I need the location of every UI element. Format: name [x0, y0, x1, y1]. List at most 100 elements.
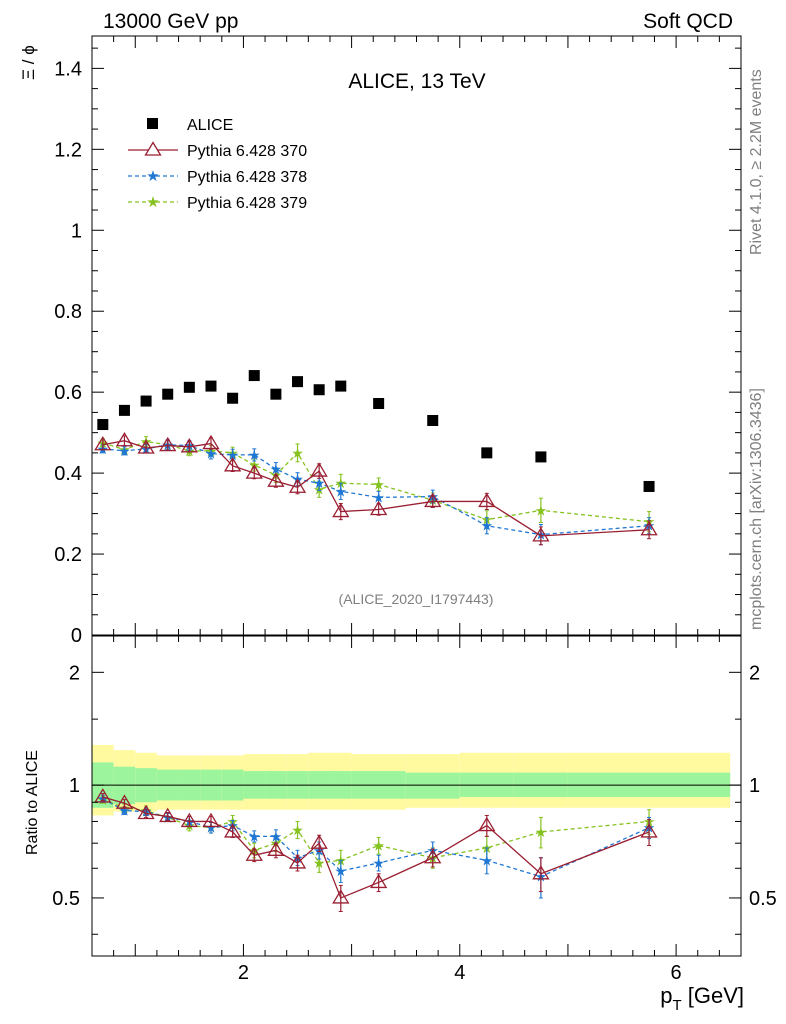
legend-label-alice: ALICE [187, 117, 233, 134]
alice-data-point [373, 397, 385, 409]
top-y-tick-label: 0 [71, 625, 82, 647]
point-marker-378: ★ [372, 855, 385, 871]
bottom-y-axis-label: Ratio to ALICE [24, 750, 41, 855]
point-marker-370 [137, 439, 155, 454]
x-axis-label: pT [GeV] [660, 983, 744, 1014]
bottom-y-tick-label-left: 1 [69, 775, 80, 797]
top-y-tick-label: 1 [71, 220, 82, 242]
point-marker-370 [267, 472, 285, 487]
alice-data-point [97, 419, 109, 431]
point-marker-378: ★ [481, 518, 494, 534]
legend-marker-alice [147, 118, 158, 129]
point-marker-379: ★ [291, 445, 304, 461]
point-marker-378: ★ [205, 446, 218, 462]
category-title: Soft QCD [643, 10, 733, 33]
alice-data-point [162, 388, 174, 400]
point-marker-378: ★ [335, 483, 348, 499]
bottom-y-tick-label-right: 2 [749, 662, 760, 684]
point-marker-370 [180, 812, 198, 828]
point-marker-370 [159, 436, 177, 452]
point-marker-378: ★ [313, 475, 326, 491]
alice-data-point [481, 447, 493, 459]
point-marker-370 [310, 834, 328, 849]
point-marker-370 [532, 527, 550, 542]
top-y-tick-label: 0.6 [54, 382, 82, 404]
point-marker-378: ★ [372, 489, 385, 505]
point-marker-379: ★ [372, 838, 385, 854]
point-marker-379: ★ [372, 476, 385, 492]
point-marker-370 [424, 849, 442, 864]
alice-data-point [140, 395, 152, 407]
x-tick-label: 6 [671, 962, 682, 984]
point-marker-370 [478, 492, 496, 508]
legend: ALICE Pythia 6.428 370 ★ Pythia 6.428 37… [128, 117, 307, 212]
data-layer: ★ ★★ ★ ★ ★★★★ ★★★★★★ ★ ★ ★ ★★ ★ ★★★ ★★ ★ ★★★★★★ ★ ★★ ★ ★★★… [94, 370, 658, 913]
point-marker-379: ★ [313, 855, 326, 871]
bottom-y-tick-label-right: 1 [749, 775, 760, 797]
alice-data-point [248, 370, 260, 382]
bottom-y-tick-label-left: 2 [69, 662, 80, 684]
legend-marker-379: ★ [146, 194, 159, 211]
bottom-y-tick-label-right: 0.5 [749, 888, 777, 910]
top-y-axis-label: Ξ / ϕ [19, 45, 38, 80]
point-marker-378: ★ [270, 461, 283, 477]
point-marker-370 [115, 431, 134, 447]
point-marker-370 [288, 854, 307, 869]
point-marker-379: ★ [535, 824, 548, 840]
alice-data-point [270, 388, 282, 400]
point-marker-370 [223, 823, 242, 838]
point-marker-379: ★ [291, 822, 304, 838]
top-y-tick-label: 0.2 [54, 544, 82, 566]
legend-label-370: Pythia 6.428 370 [187, 143, 307, 160]
point-marker-370 [202, 812, 220, 828]
alice-data-point [535, 451, 547, 463]
series-line-379 [102, 798, 650, 864]
inner-band-bin [405, 772, 460, 799]
x-tick-label: 4 [454, 962, 465, 984]
alice-data-point [227, 392, 239, 404]
point-marker-370 [245, 464, 263, 479]
ratio-uncertainty-bands [92, 744, 741, 816]
point-marker-370 [137, 804, 155, 820]
point-marker-378: ★ [248, 447, 261, 463]
x-tick-label: 2 [238, 962, 249, 984]
point-marker-378: ★ [335, 863, 348, 879]
point-marker-379: ★ [535, 502, 548, 518]
point-marker-370 [180, 438, 198, 453]
alice-data-point [335, 380, 347, 392]
point-marker-370 [369, 873, 388, 889]
alice-data-point [427, 414, 439, 426]
legend-label-379: Pythia 6.428 379 [187, 195, 307, 212]
point-marker-370 [159, 807, 177, 823]
top-y-tick-label: 0.8 [54, 301, 82, 323]
alice-data-point [118, 404, 130, 416]
point-marker-370 [640, 823, 658, 838]
point-marker-370 [202, 434, 220, 450]
point-marker-378: ★ [270, 828, 283, 844]
point-marker-370 [424, 492, 442, 508]
plot-title: ALICE, 13 TeV [348, 70, 485, 93]
point-marker-370 [369, 500, 388, 516]
point-marker-370 [310, 462, 328, 477]
point-marker-378: ★ [226, 447, 239, 463]
point-marker-370 [94, 788, 112, 803]
point-marker-370 [94, 436, 112, 451]
alice-data-point [292, 376, 304, 388]
alice-data-point [205, 380, 217, 392]
point-marker-378: ★ [248, 828, 261, 844]
point-marker-370 [478, 816, 496, 832]
alice-data-point [643, 480, 655, 492]
point-marker-370 [245, 846, 263, 861]
bottom-y-tick-label-left: 0.5 [52, 888, 80, 910]
alice-data-point [183, 381, 195, 393]
point-marker-370 [267, 841, 285, 856]
top-y-tick-label: 0.4 [54, 463, 82, 485]
point-marker-378: ★ [481, 852, 494, 868]
point-marker-370 [332, 889, 350, 904]
point-marker-370 [115, 794, 134, 809]
point-marker-370 [532, 865, 550, 880]
point-marker-378: ★ [118, 803, 131, 819]
rivet-version-text: Rivet 4.1.0, ≥ 2.2M events [748, 69, 765, 255]
mcplots-citation-text: mcplots.cern.ch [arXiv:1306.3436] [748, 388, 765, 630]
